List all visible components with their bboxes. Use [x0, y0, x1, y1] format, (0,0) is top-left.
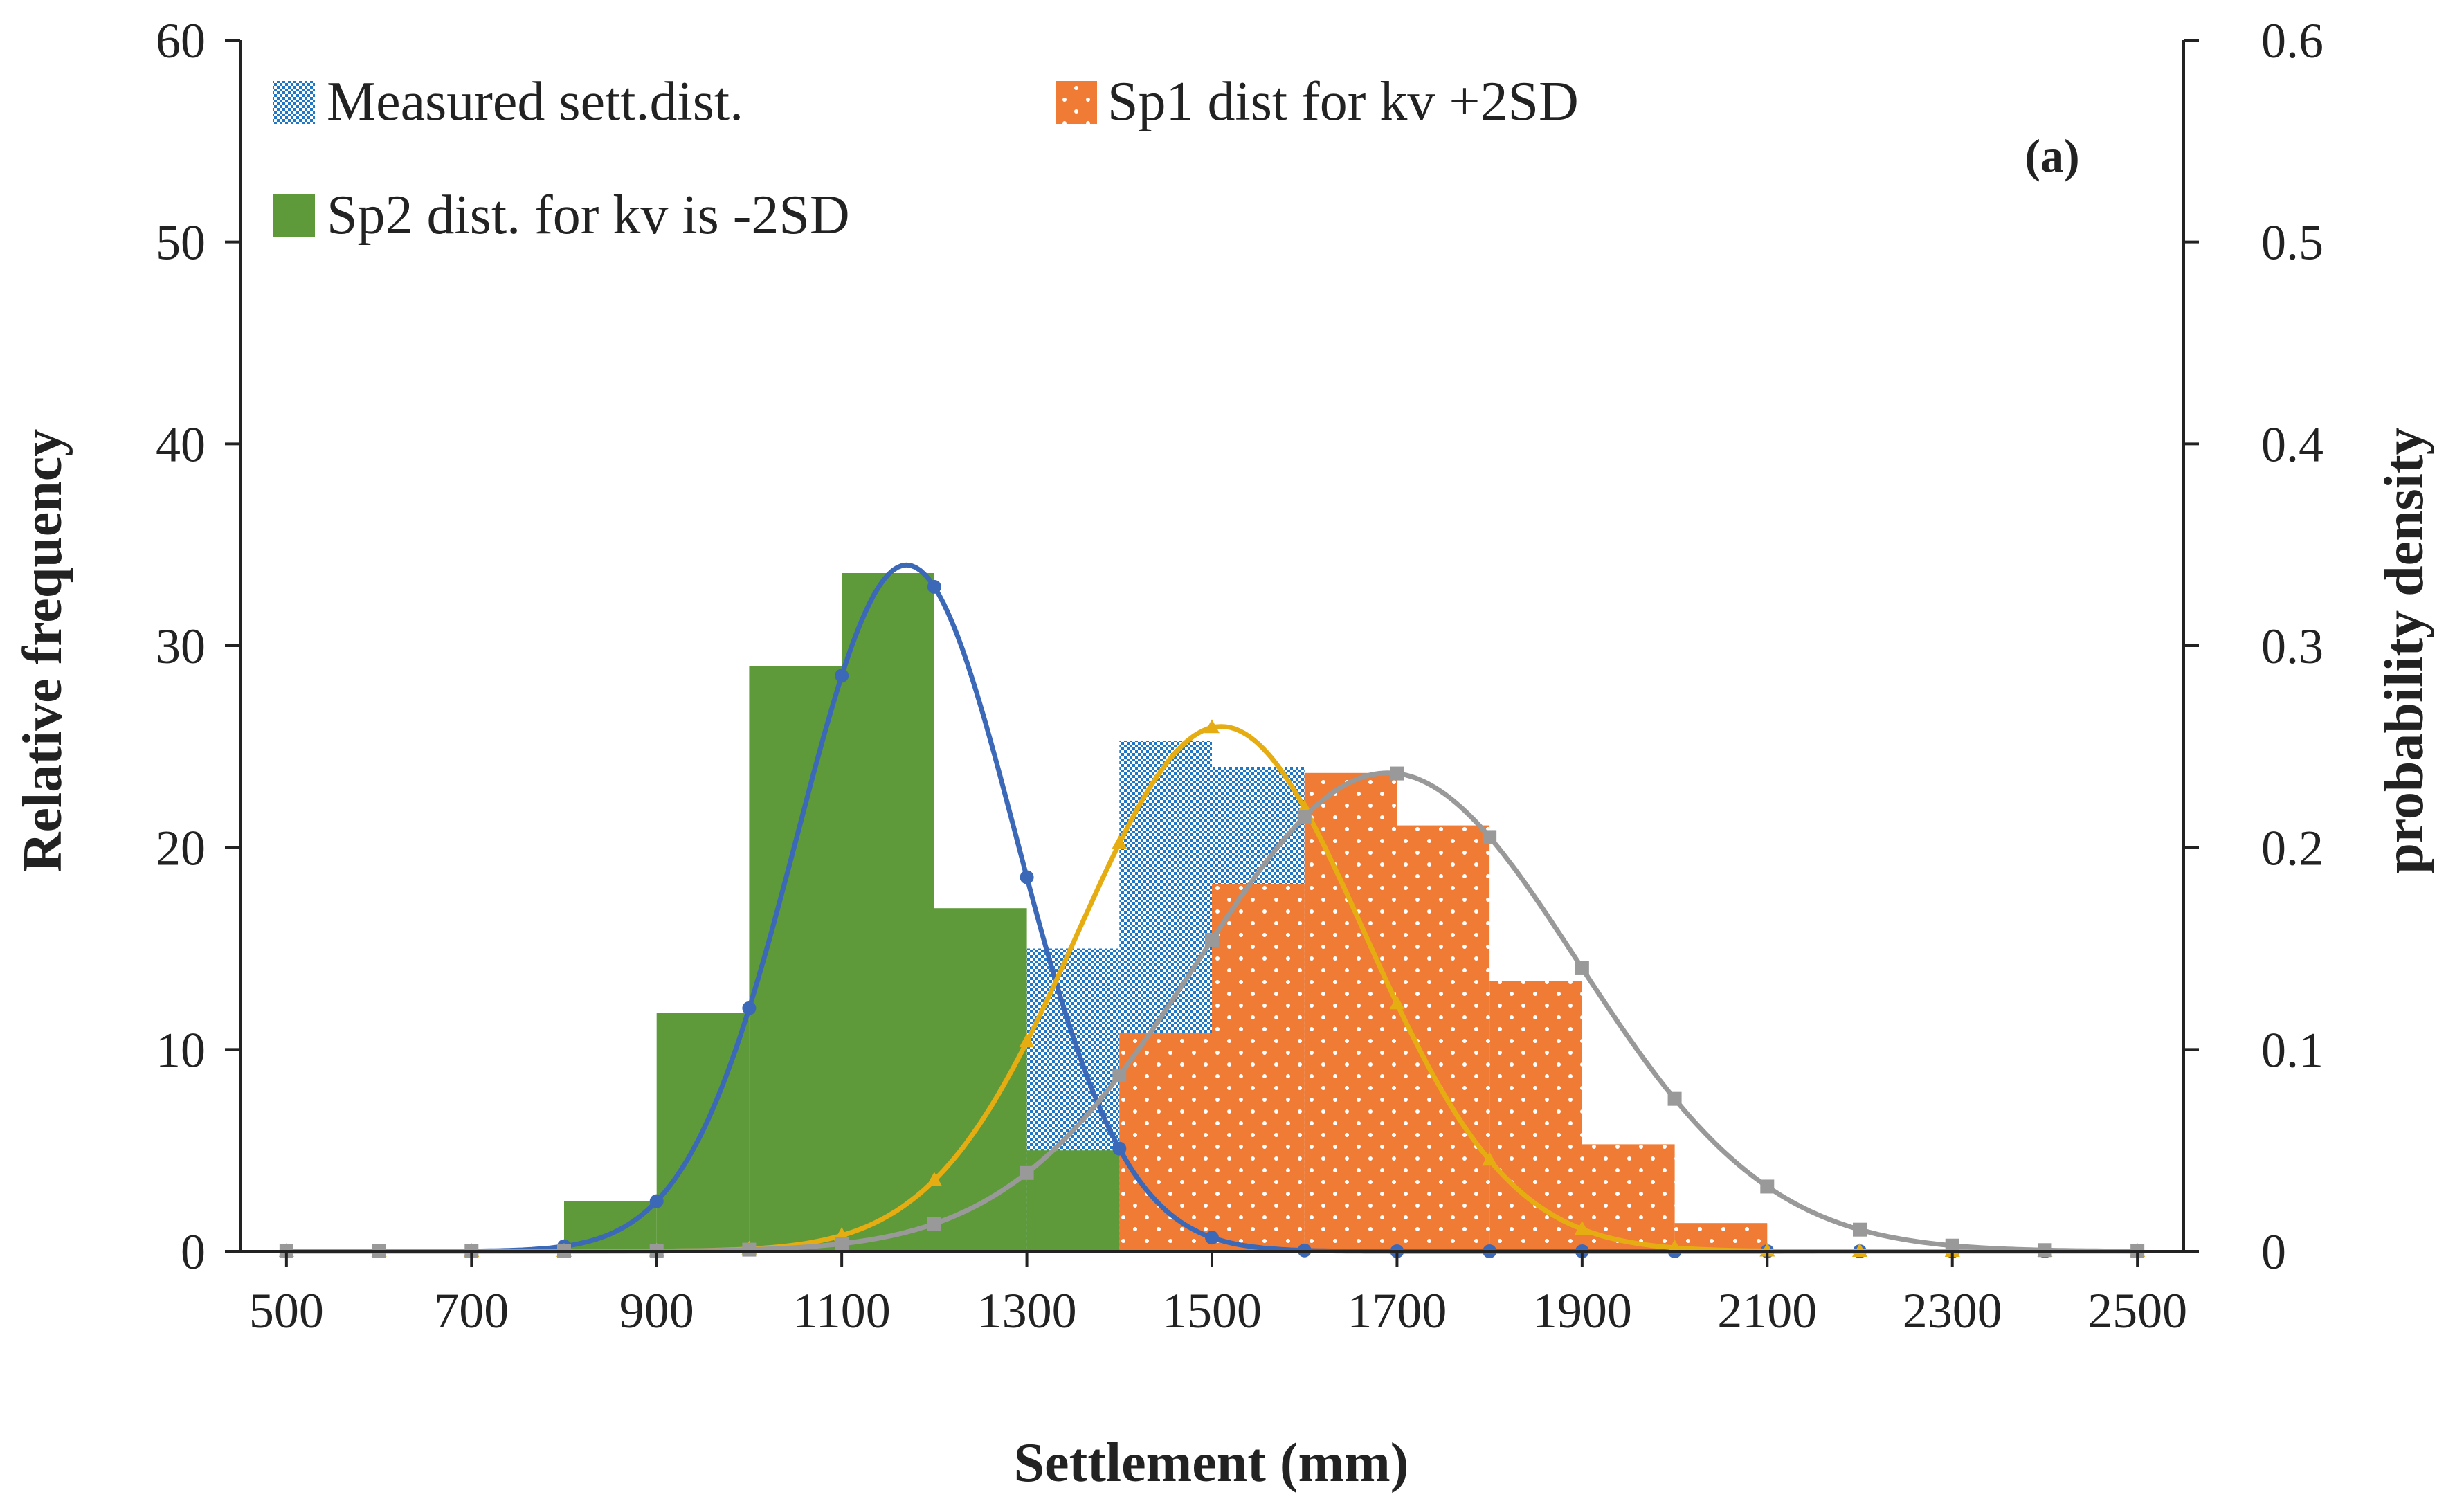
axes [225, 39, 2199, 1267]
y-tick-label-2: 20 [156, 821, 206, 876]
x-tick-label-7: 1900 [1532, 1283, 1632, 1339]
y2-axis-title: probability density [2374, 427, 2435, 873]
density-marker-2-12 [1390, 766, 1404, 781]
y2-tick-label-1: 0.1 [2261, 1022, 2323, 1078]
density-marker-0-9 [1112, 1141, 1127, 1156]
density-marker-0-5 [742, 1001, 757, 1015]
y2-tick-label-0: 0 [2261, 1224, 2286, 1280]
density-marker-1-8 [1019, 1033, 1035, 1048]
legend-label-measured: Measured sett.dist. [327, 71, 743, 132]
density-marker-0-7 [927, 579, 941, 594]
density-marker-1-12 [1389, 995, 1405, 1010]
density-marker-2-18 [1945, 1238, 1959, 1253]
bar-2-1 [1212, 884, 1305, 1251]
legend-label-sp2: Sp2 dist. for kv is -2SD [327, 185, 850, 246]
x-tick-label-8: 2100 [1717, 1283, 1817, 1339]
x-tick-label-6: 1700 [1347, 1283, 1447, 1339]
density-marker-1-13 [1482, 1152, 1498, 1166]
y-tick-label-1: 10 [156, 1022, 206, 1078]
density-marker-2-17 [1853, 1222, 1867, 1237]
legend-label-sp1: Sp1 dist for kv +2SD [1107, 71, 1579, 132]
density-marker-2-11 [1297, 810, 1312, 824]
density-marker-1-15 [1667, 1239, 1683, 1253]
x-axis-title: Settlement (mm) [1014, 1433, 1409, 1494]
y-tick-label-3: 30 [156, 619, 206, 674]
density-marker-0-6 [835, 669, 849, 683]
density-marker-0-4 [649, 1194, 664, 1208]
bar-1-4 [934, 908, 1027, 1251]
density-marker-0-10 [1205, 1231, 1219, 1245]
x-tick-label-1: 700 [434, 1283, 509, 1339]
bar-2-0 [1119, 1033, 1212, 1251]
density-marker-1-14 [1574, 1221, 1590, 1235]
density-marker-2-8 [1020, 1165, 1034, 1180]
y-tick-label-0: 0 [181, 1224, 206, 1280]
y-tick-label-6: 60 [156, 13, 206, 69]
density-marker-1-9 [1112, 835, 1127, 849]
legend-swatch-sp2 [273, 194, 315, 237]
density-marker-2-5 [742, 1242, 757, 1257]
x-tick-label-0: 500 [249, 1283, 324, 1339]
density-marker-2-9 [1112, 1068, 1127, 1082]
y2-tick-label-2: 0.2 [2261, 821, 2323, 876]
histogram-bars [564, 573, 1768, 1252]
bar-1-3 [842, 573, 934, 1251]
y2-tick-label-3: 0.3 [2261, 619, 2323, 674]
x-tick-label-4: 1300 [977, 1283, 1077, 1339]
x-tick-label-10: 2500 [2087, 1283, 2187, 1339]
density-marker-1-7 [926, 1172, 942, 1186]
density-marker-1-17 [1852, 1242, 1867, 1257]
density-marker-2-7 [927, 1217, 941, 1231]
density-marker-2-14 [1575, 961, 1589, 975]
bar-2-3 [1397, 825, 1490, 1251]
bar-1-5 [1026, 1150, 1120, 1251]
density-marker-1-10 [1204, 719, 1220, 734]
legend-swatch-measured [273, 81, 315, 124]
x-tick-label-2: 900 [619, 1283, 694, 1339]
y-tick-label-5: 50 [156, 215, 206, 271]
density-marker-2-10 [1205, 933, 1219, 947]
density-marker-2-13 [1483, 830, 1497, 844]
density-marker-1-16 [1759, 1242, 1775, 1257]
legend-swatch-sp1 [1056, 81, 1097, 124]
bar-2-2 [1304, 772, 1397, 1252]
x-tick-label-3: 1100 [792, 1283, 890, 1339]
x-tick-label-5: 1500 [1162, 1283, 1262, 1339]
tick-labels: 500 700 900 1100 1300 1500 1700 1900 2100 2300 250… [156, 13, 2323, 1339]
y2-tick-label-6: 0.6 [2261, 13, 2323, 69]
y-tick-label-4: 40 [156, 417, 206, 472]
x-tick-label-9: 2300 [1903, 1283, 2002, 1339]
density-marker-2-16 [1760, 1179, 1775, 1194]
bar-2-4 [1489, 981, 1582, 1251]
panel-label: (a) [2024, 129, 2079, 182]
y-axis-title: Relative frequency [12, 429, 73, 873]
density-marker-0-8 [1020, 870, 1034, 884]
density-marker-2-6 [835, 1237, 849, 1251]
y2-tick-label-4: 0.4 [2261, 417, 2323, 472]
y2-tick-label-5: 0.5 [2261, 215, 2323, 271]
legend: Measured sett.dist. Sp1 dist for kv +2SD… [273, 71, 1579, 246]
density-marker-2-15 [1667, 1091, 1682, 1106]
